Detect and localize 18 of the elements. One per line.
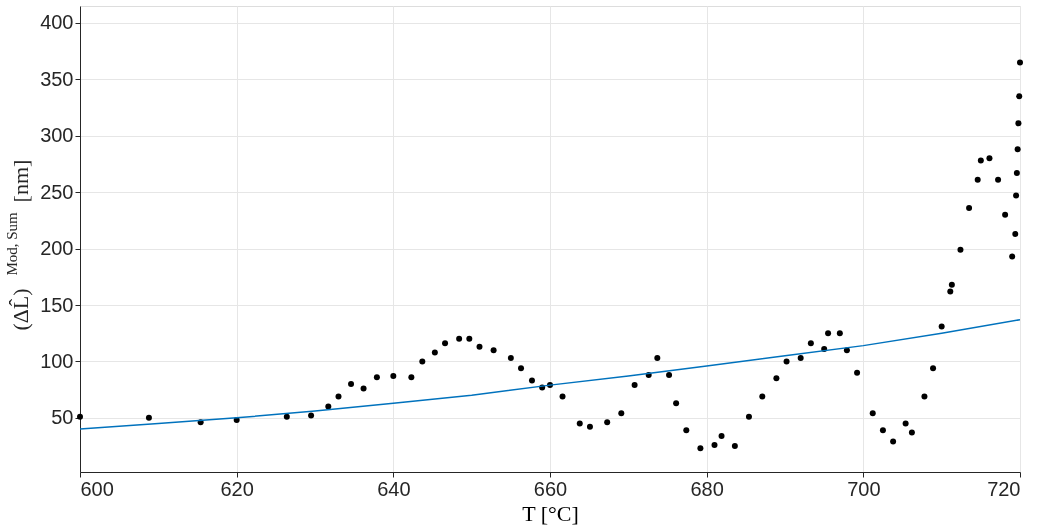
x-tick-label: 700	[847, 477, 881, 500]
y-tick-label: 50	[51, 406, 74, 429]
y-tick-label: 250	[40, 180, 74, 203]
y-tick-label: 350	[40, 67, 74, 90]
y-axis-title: (ΔL̂)Mod, Sum [nm]	[4, 159, 33, 331]
y-tick-label: 300	[40, 124, 74, 147]
x-tick-label: 720	[987, 477, 1021, 500]
x-axis-title: T [°C]	[522, 500, 579, 526]
x-tick-label: 640	[377, 477, 411, 500]
x-tick-label: 680	[690, 477, 724, 500]
y-tick-label: 200	[40, 237, 74, 260]
x-tick-label: 660	[533, 477, 568, 500]
x-tick-label: 620	[220, 477, 254, 500]
line-series	[80, 318, 1020, 430]
y-tick-label: 400	[40, 11, 74, 34]
x-tick-label: 600	[80, 477, 114, 500]
y-tick-label: 100	[40, 349, 74, 372]
y-tick-label: 150	[40, 293, 74, 316]
